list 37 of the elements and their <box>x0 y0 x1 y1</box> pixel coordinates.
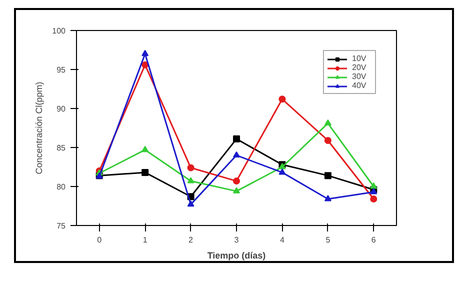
point <box>324 119 332 126</box>
point <box>370 195 378 202</box>
y-tick-label: 90 <box>56 104 66 114</box>
point <box>324 172 332 180</box>
point <box>233 151 240 158</box>
y-tick-label: 85 <box>56 144 66 152</box>
point <box>324 195 332 202</box>
x-axis-title: Tiempo (días) <box>207 250 266 260</box>
legend-label: 40V <box>352 81 368 90</box>
point <box>187 164 194 172</box>
x-tick-label: 0 <box>97 236 102 244</box>
legend-label: 10V <box>352 54 368 63</box>
legend-label: 30V <box>352 72 368 81</box>
point <box>278 96 286 103</box>
y-axis-title: Concentración Cl(ppm) <box>34 82 44 174</box>
x-tick-label: 6 <box>371 236 376 244</box>
point <box>187 200 194 207</box>
point <box>142 50 149 56</box>
point <box>187 177 194 184</box>
point <box>370 182 378 189</box>
x-tick-label: 3 <box>234 236 240 244</box>
point <box>278 168 286 175</box>
y-tick-label: 80 <box>56 182 66 192</box>
x-tick-label: 2 <box>188 236 194 244</box>
point <box>233 187 240 194</box>
point <box>233 135 240 142</box>
x-tick-label: 5 <box>326 236 331 244</box>
y-tick-label: 95 <box>56 66 66 74</box>
point <box>142 146 149 152</box>
point <box>324 136 332 144</box>
y-tick-label: 75 <box>56 222 66 230</box>
x-tick-label: 4 <box>280 236 285 244</box>
legend-label: 20V <box>352 63 368 72</box>
point <box>142 168 149 176</box>
x-tick-label: 1 <box>142 236 148 244</box>
y-tick-label: 100 <box>52 26 66 36</box>
point <box>233 178 240 185</box>
